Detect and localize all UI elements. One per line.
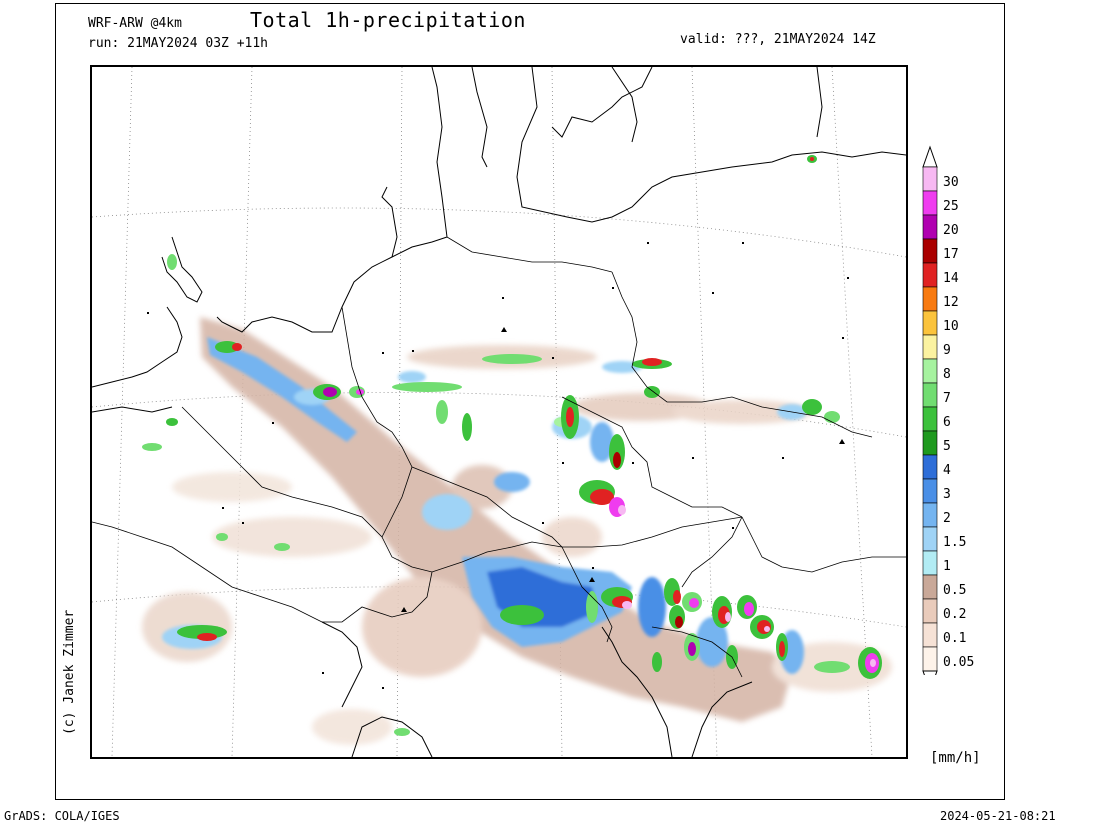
colorbar bbox=[922, 145, 938, 693]
colorbar-tick-label: 10 bbox=[943, 319, 959, 334]
valid-time-label: valid: ???, 21MAY2024 14Z bbox=[680, 32, 876, 47]
software-credit: GrADS: COLA/IGES bbox=[4, 809, 120, 823]
map-canvas bbox=[92, 67, 906, 757]
colorbar-swatch bbox=[922, 550, 938, 576]
colorbar-tick-label: 7 bbox=[943, 391, 951, 406]
colorbar-swatch bbox=[922, 646, 938, 672]
colorbar-tick-label: 1 bbox=[943, 559, 951, 574]
colorbar-swatch bbox=[922, 622, 938, 648]
map-title: Total 1h-precipitation bbox=[250, 8, 526, 32]
colorbar-swatch bbox=[922, 454, 938, 480]
colorbar-top-cap bbox=[922, 145, 938, 168]
colorbar-tick-label: 17 bbox=[943, 247, 959, 262]
colorbar-tick-label: 1.5 bbox=[943, 535, 967, 550]
colorbar-tick-label: 8 bbox=[943, 367, 951, 382]
colorbar-swatch bbox=[922, 478, 938, 504]
colorbar-swatch bbox=[922, 598, 938, 624]
plot-frame bbox=[55, 3, 1005, 800]
precipitation-map bbox=[90, 65, 908, 759]
coastlines bbox=[92, 67, 906, 757]
colorbar-tick-label: 2 bbox=[943, 511, 951, 526]
colorbar-tick-label: 0.2 bbox=[943, 607, 967, 622]
colorbar-swatch bbox=[922, 214, 938, 240]
colorbar-swatch bbox=[922, 190, 938, 216]
colorbar-swatches bbox=[922, 145, 938, 693]
colorbar-tick-label: 6 bbox=[943, 415, 951, 430]
colorbar-swatch bbox=[922, 358, 938, 384]
colorbar-tick-label: 14 bbox=[943, 271, 959, 286]
country-borders bbox=[92, 236, 906, 678]
colorbar-swatch bbox=[922, 430, 938, 456]
colorbar-tick-label: 0.5 bbox=[943, 583, 967, 598]
colorbar-tick-label: 25 bbox=[943, 199, 959, 214]
unit-label: [mm/h] bbox=[930, 750, 981, 766]
colorbar-swatch bbox=[922, 502, 938, 528]
colorbar-swatch bbox=[922, 406, 938, 432]
graticule bbox=[92, 67, 906, 757]
colorbar-swatch bbox=[922, 262, 938, 288]
colorbar-tick-label: 12 bbox=[943, 295, 959, 310]
colorbar-tick-label: 20 bbox=[943, 223, 959, 238]
colorbar-tick-label: 4 bbox=[943, 463, 951, 478]
colorbar-tick-label: 0.05 bbox=[943, 655, 975, 670]
colorbar-tick-label: 5 bbox=[943, 439, 951, 454]
colorbar-bottom-cap bbox=[922, 670, 938, 693]
colorbar-swatch bbox=[922, 526, 938, 552]
copyright-label: (c) Janek Zimmer bbox=[62, 609, 77, 735]
colorbar-swatch bbox=[922, 286, 938, 312]
colorbar-swatch bbox=[922, 382, 938, 408]
colorbar-tick-label: 0.1 bbox=[943, 631, 967, 646]
run-label: run: 21MAY2024 03Z +11h bbox=[88, 36, 269, 51]
timestamp-label: 2024-05-21-08:21 bbox=[940, 809, 1056, 823]
colorbar-tick-label: 30 bbox=[943, 175, 959, 190]
colorbar-swatch bbox=[922, 166, 938, 192]
colorbar-swatch bbox=[922, 574, 938, 600]
colorbar-tick-label: 9 bbox=[943, 343, 951, 358]
model-label: WRF-ARW @4km bbox=[88, 16, 182, 31]
colorbar-tick-label: 3 bbox=[943, 487, 951, 502]
colorbar-swatch bbox=[922, 310, 938, 336]
precipitation-field bbox=[142, 155, 892, 745]
colorbar-swatch bbox=[922, 334, 938, 360]
city-markers bbox=[147, 242, 849, 689]
colorbar-swatch bbox=[922, 238, 938, 264]
